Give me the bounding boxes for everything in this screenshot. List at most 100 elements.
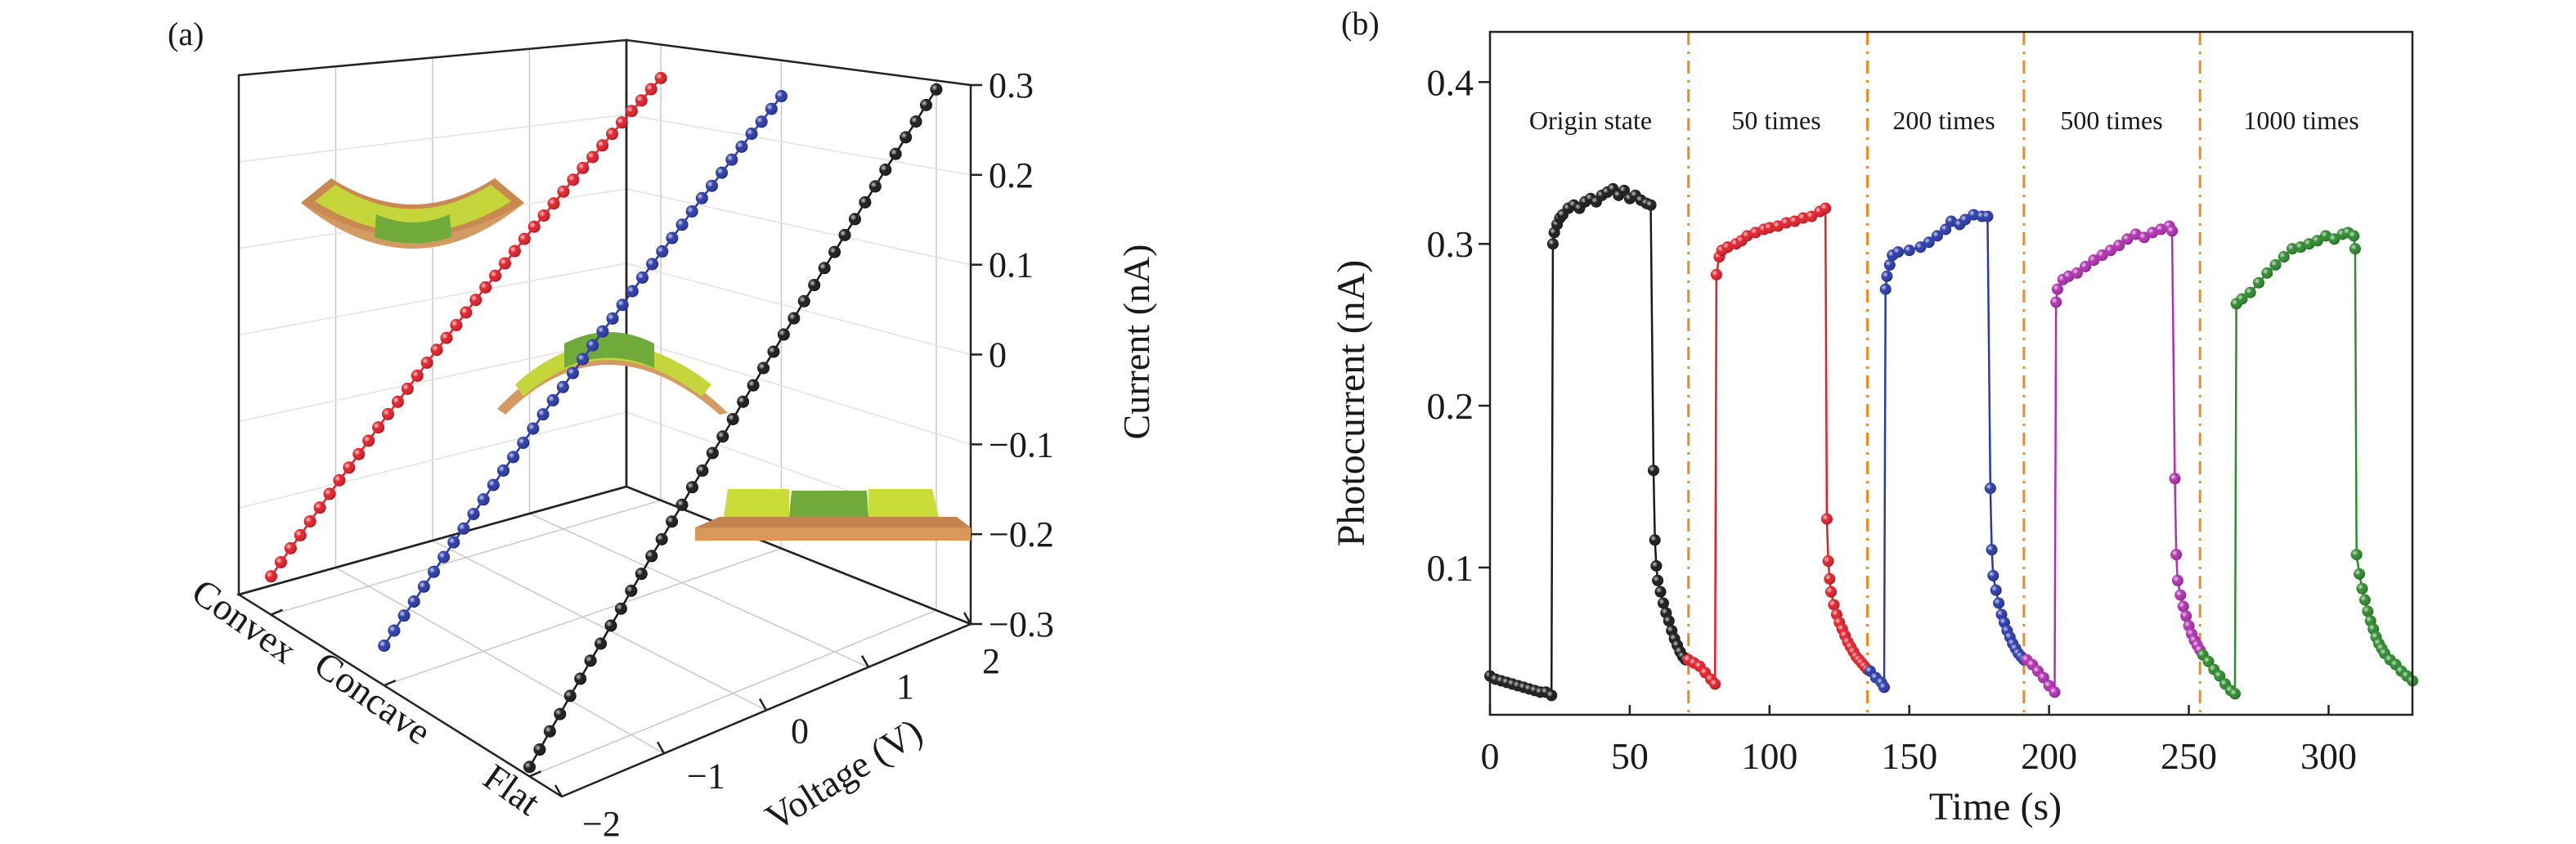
iv-data-point-highlight — [450, 319, 463, 332]
flat-device-inset — [695, 489, 971, 541]
iv-data-point-highlight — [507, 451, 520, 464]
photocurrent-data-point-highlight — [2166, 225, 2179, 237]
photocurrent-data-point-highlight — [1940, 223, 1952, 236]
iv-data-point-highlight — [381, 407, 394, 420]
photocurrent-data-point-highlight — [2071, 267, 2083, 279]
iv-data-point-highlight — [645, 550, 658, 563]
x-tick-label: 150 — [1881, 735, 1937, 777]
photocurrent-data-point-highlight — [2174, 589, 2187, 601]
photocurrent-data-point-highlight — [1709, 678, 1721, 690]
iv-data-point-highlight — [656, 245, 669, 258]
side-wall-gridline — [626, 114, 972, 176]
voltage-tick-label: 0 — [791, 712, 809, 752]
iv-data-point-highlight — [765, 102, 778, 115]
x-tick-label: 0 — [1481, 735, 1500, 777]
iv-data-point-highlight — [737, 395, 750, 408]
photocurrent-data-point-highlight — [2214, 670, 2226, 682]
photocurrent-line — [2026, 224, 2201, 695]
photocurrent-data-point-highlight — [2358, 594, 2371, 606]
side-wall-gridline — [626, 188, 972, 266]
photocurrent-data-point-highlight — [2104, 245, 2116, 257]
photocurrent-data-point-highlight — [2088, 254, 2100, 266]
iv-data-point-highlight — [411, 369, 424, 382]
photocurrent-data-point-highlight — [1652, 574, 1664, 586]
category-axis-tick — [271, 608, 283, 616]
voltage-axis-tick — [963, 612, 972, 625]
current-tick-label: −0.1 — [989, 424, 1054, 465]
current-tick-label: 0.1 — [989, 245, 1034, 285]
iv-data-point-highlight — [518, 232, 531, 245]
iv-data-point-highlight — [644, 83, 657, 96]
photocurrent-data-point-highlight — [2202, 655, 2215, 667]
category-label-convex: Convex — [185, 570, 304, 671]
voltage-axis-tick — [860, 655, 870, 668]
photocurrent-data-point-highlight — [2050, 296, 2062, 308]
iv-data-point-highlight — [655, 532, 668, 545]
photocurrent-data-point-highlight — [1546, 689, 1558, 702]
side-wall-gridline — [626, 337, 972, 446]
panel-a-label: (a) — [168, 16, 204, 52]
photocurrent-data-point-highlight — [1892, 246, 1905, 258]
iv-data-point-highlight — [420, 356, 433, 369]
iv-data-point-highlight — [498, 257, 511, 270]
iv-data-point-highlight — [566, 366, 579, 379]
flat-device-layer — [695, 517, 971, 528]
photocurrent-data-point-highlight — [1828, 599, 1840, 611]
current-axis-title: Current (nA) — [1115, 245, 1157, 440]
photocurrent-data-point-highlight — [1657, 597, 1669, 609]
iv-data-point-highlight — [696, 464, 709, 477]
current-tick-label: −0.2 — [989, 514, 1054, 554]
iv-data-point-highlight — [391, 395, 404, 408]
photocurrent-data-point-highlight — [2349, 243, 2361, 255]
photocurrent-data-point-highlight — [1546, 238, 1559, 250]
photocurrent-data-point-highlight — [2348, 230, 2360, 242]
iv-data-point-highlight — [333, 474, 346, 487]
voltage-tick-label: −1 — [687, 756, 725, 796]
y-axis-title: Photocurrent (nA) — [1330, 260, 1373, 547]
iv-data-point-highlight — [537, 209, 550, 222]
photocurrent-data-point-highlight — [1984, 482, 1996, 494]
photocurrent-data-point-highlight — [1820, 202, 1832, 214]
iv-data-point-highlight — [848, 213, 861, 226]
iv-data-point-highlight — [596, 325, 609, 338]
iv-data-point-highlight — [265, 570, 277, 583]
photocurrent-data-point-highlight — [1931, 230, 1943, 242]
y-tick-label: 0.1 — [1427, 547, 1474, 589]
photocurrent-data-point-highlight — [2311, 235, 2323, 247]
iv-data-point-highlight — [909, 115, 922, 128]
iv-data-point-highlight — [469, 294, 482, 307]
iv-data-point-highlight — [919, 98, 932, 111]
iv-data-point-highlight — [685, 481, 698, 494]
floor-gridline — [335, 567, 665, 754]
iv-data-point-highlight — [401, 382, 414, 395]
photocurrent-data-point-highlight — [1981, 210, 1994, 222]
current-tick-label: 0 — [989, 335, 1007, 375]
photocurrent-data-point-highlight — [1618, 184, 1631, 196]
iv-data-point-highlight — [303, 514, 316, 528]
iv-data-point-highlight — [352, 447, 366, 460]
photocurrent-data-point-highlight — [1710, 268, 1722, 281]
iv-data-point-highlight — [666, 231, 679, 245]
back-wall-gridline — [238, 337, 627, 423]
iv-data-point-highlight — [523, 761, 536, 774]
iv-data-point-highlight — [563, 689, 577, 703]
photocurrent-data-point-highlight — [2138, 231, 2150, 244]
iv-data-point-highlight — [527, 422, 540, 435]
flat-device-layer — [868, 489, 939, 517]
iv-data-point-highlight — [606, 312, 619, 325]
voltage-tick-label: 1 — [896, 667, 914, 707]
photocurrent-data-point-highlight — [1824, 572, 1836, 585]
iv-data-point-highlight — [496, 464, 509, 477]
iv-data-point-highlight — [868, 180, 882, 193]
iv-data-point-highlight — [438, 550, 451, 563]
iv-data-point-highlight — [614, 602, 627, 615]
iv-data-point-highlight — [654, 71, 667, 84]
x-tick-label: 300 — [2300, 735, 2357, 777]
photocurrent-data-point-highlight — [1663, 615, 1675, 627]
iv-data-point-highlight — [879, 163, 892, 176]
iv-data-point-highlight — [797, 294, 810, 308]
iv-data-point-highlight — [343, 461, 356, 474]
back-wall-gridline — [238, 114, 627, 163]
iv-data-point-highlight — [284, 541, 297, 554]
